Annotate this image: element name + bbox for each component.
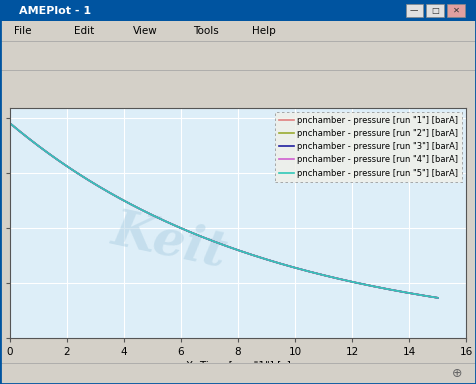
Text: Help: Help bbox=[252, 26, 276, 36]
Text: Keit: Keit bbox=[108, 205, 231, 277]
Text: ⊕: ⊕ bbox=[452, 367, 463, 380]
Text: File: File bbox=[14, 26, 32, 36]
Text: ✕: ✕ bbox=[453, 6, 459, 15]
Text: □: □ bbox=[431, 6, 439, 15]
Text: AMEPlot - 1: AMEPlot - 1 bbox=[19, 5, 91, 16]
Text: Tools: Tools bbox=[193, 26, 218, 36]
X-axis label: X: Time [run "1"] [s]: X: Time [run "1"] [s] bbox=[186, 360, 290, 370]
Text: —: — bbox=[410, 6, 418, 15]
Legend: pnchamber - pressure [run "1"] [barA], pnchamber - pressure [run "2"] [barA], pn: pnchamber - pressure [run "1"] [barA], p… bbox=[275, 112, 462, 182]
Text: View: View bbox=[133, 26, 158, 36]
Text: Edit: Edit bbox=[74, 26, 94, 36]
